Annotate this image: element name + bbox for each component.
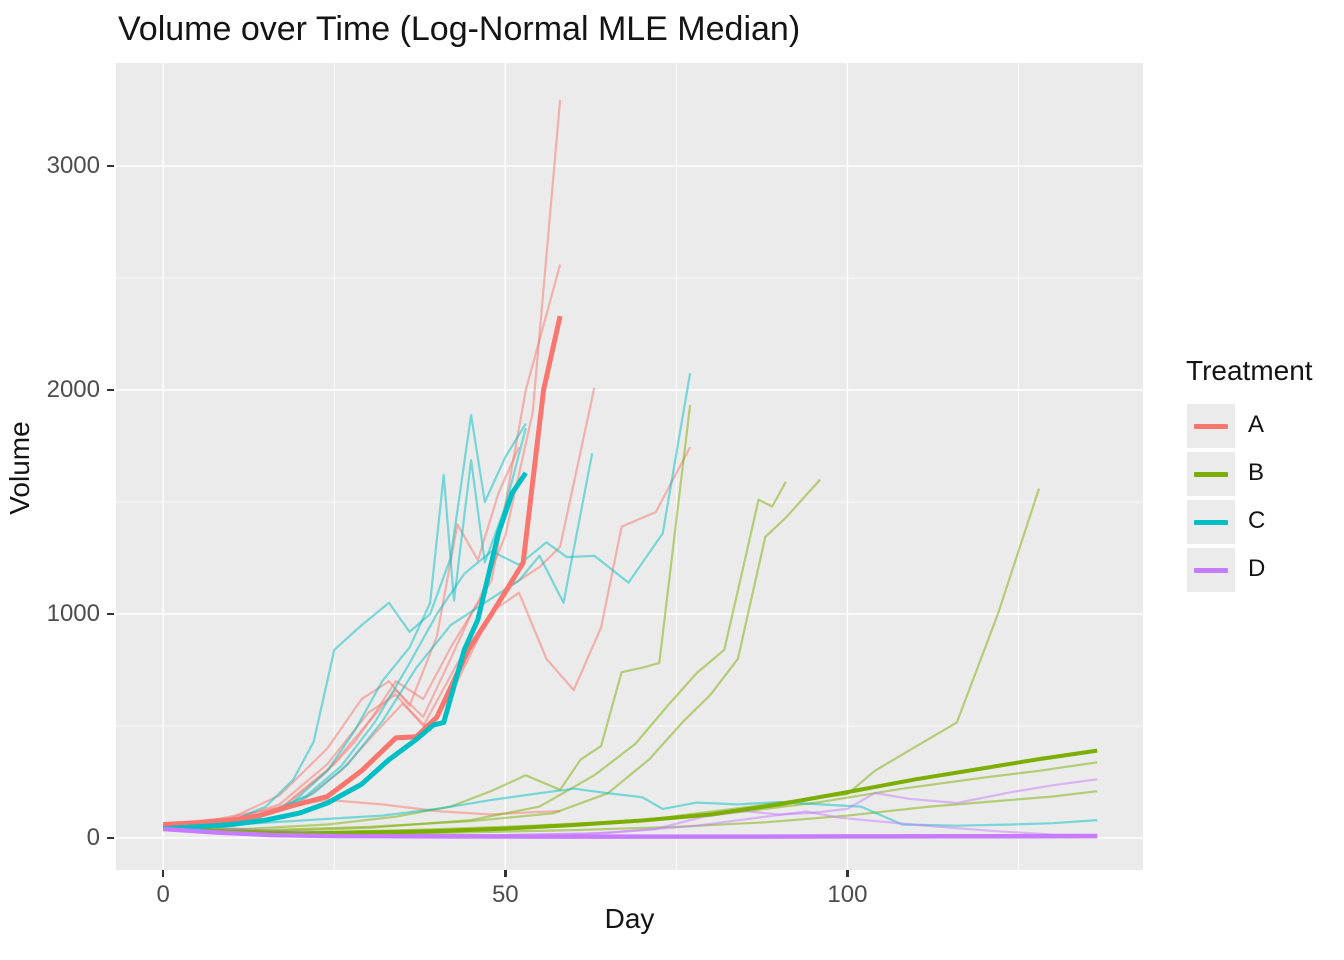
series-line-A-subject-4 bbox=[163, 446, 692, 828]
y-tick-mark bbox=[107, 612, 114, 616]
y-tick-mark bbox=[107, 836, 114, 840]
legend-key-swatch bbox=[1187, 548, 1235, 592]
legend-key-swatch bbox=[1187, 452, 1235, 496]
series-line-D-median bbox=[163, 826, 1098, 839]
y-tick-label: 0 bbox=[86, 823, 100, 851]
legend-item-D: D bbox=[1186, 545, 1344, 593]
series-line-B-median bbox=[163, 748, 1098, 836]
series-line-C-subject-4 bbox=[163, 373, 692, 828]
legend-item-C: C bbox=[1186, 497, 1344, 545]
legend-key-line-icon bbox=[1194, 424, 1228, 429]
y-tick-label: 1000 bbox=[46, 599, 100, 627]
legend-key-swatch bbox=[1187, 404, 1235, 448]
x-tick-mark bbox=[504, 870, 507, 877]
legend-item-label: D bbox=[1248, 555, 1266, 582]
plot-svg bbox=[116, 63, 1143, 870]
x-tick-label: 100 bbox=[827, 881, 868, 908]
series-line-B-subject-3 bbox=[163, 478, 821, 832]
legend-item-label: A bbox=[1248, 411, 1265, 438]
series-line-A-subject-6 bbox=[163, 798, 561, 826]
y-tick-label: 2000 bbox=[46, 376, 100, 403]
legend-key-line-icon bbox=[1194, 472, 1228, 477]
x-tick-mark bbox=[846, 870, 849, 877]
legend-item-label: C bbox=[1248, 507, 1266, 534]
x-tick-mark bbox=[162, 870, 165, 877]
plot-title: Volume over Time (Log-Normal MLE Median) bbox=[118, 10, 801, 48]
legend-item-A: A bbox=[1186, 401, 1344, 449]
legend-item-B: B bbox=[1186, 449, 1344, 497]
legend-title: Treatment bbox=[1186, 355, 1313, 386]
legend-key-line-icon bbox=[1194, 568, 1228, 573]
plot-panel bbox=[116, 63, 1143, 870]
x-axis-title: Day bbox=[604, 903, 655, 934]
series-line-A-median bbox=[163, 315, 563, 827]
series-line-A-subject-3 bbox=[163, 387, 596, 827]
y-tick-label: 3000 bbox=[46, 152, 100, 180]
series-line-B-subject-1 bbox=[163, 404, 692, 831]
series-line-B-subject-2 bbox=[163, 481, 787, 833]
legend-key-swatch bbox=[1187, 500, 1235, 544]
legend-item-label: B bbox=[1248, 459, 1265, 486]
y-tick-mark bbox=[107, 165, 114, 168]
x-tick-label: 50 bbox=[491, 881, 519, 908]
series-line-C-median bbox=[163, 471, 528, 832]
y-tick-mark bbox=[107, 389, 114, 392]
x-tick-label: 0 bbox=[156, 881, 170, 908]
series-line-C-subject-1 bbox=[163, 414, 527, 828]
legend-key-line-icon bbox=[1194, 520, 1228, 525]
